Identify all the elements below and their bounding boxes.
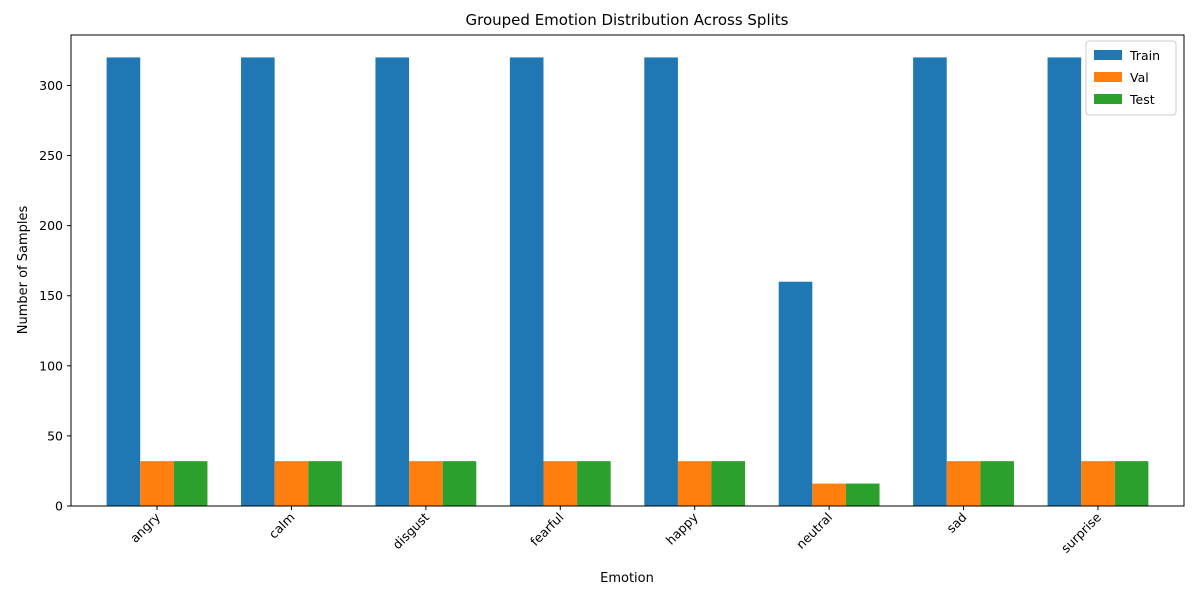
x-tick-label-neutral: neutral bbox=[793, 510, 835, 552]
legend-swatch-val bbox=[1094, 72, 1122, 82]
bar-train-calm bbox=[241, 57, 275, 507]
bar-test-fearful bbox=[577, 461, 611, 506]
bar-test-happy bbox=[711, 461, 746, 506]
chart-title: Grouped Emotion Distribution Across Spli… bbox=[466, 11, 789, 29]
legend-swatch-train bbox=[1094, 50, 1122, 60]
plot-frame bbox=[70, 34, 1185, 507]
x-tick-label-calm: calm bbox=[266, 510, 298, 542]
legend: Train Val Test bbox=[1085, 40, 1177, 116]
bar-test-calm bbox=[308, 461, 342, 506]
bar-train-angry bbox=[106, 57, 141, 507]
legend-swatch-test bbox=[1094, 94, 1122, 104]
bar-val-fearful bbox=[543, 461, 578, 506]
bar-train-disgust bbox=[375, 57, 410, 507]
bar-test-disgust bbox=[442, 461, 477, 506]
x-tick-label-sad: sad bbox=[943, 510, 969, 536]
bar-val-disgust bbox=[409, 461, 443, 506]
legend-label-train: Train bbox=[1129, 48, 1160, 63]
bars-layer bbox=[106, 57, 1149, 507]
y-tick-label: 250 bbox=[39, 148, 63, 163]
y-axis-label: Number of Samples bbox=[16, 206, 31, 335]
bar-train-happy bbox=[644, 57, 678, 507]
x-tick-label-disgust: disgust bbox=[389, 509, 432, 552]
x-axis-label: Emotion bbox=[600, 571, 654, 586]
legend-label-val: Val bbox=[1130, 70, 1149, 85]
y-tick-label: 150 bbox=[39, 288, 63, 303]
bar-val-calm bbox=[274, 461, 309, 506]
bar-test-surprise bbox=[1114, 461, 1149, 506]
bar-train-fearful bbox=[509, 57, 544, 507]
bar-val-surprise bbox=[1081, 461, 1115, 506]
bar-val-angry bbox=[140, 461, 174, 506]
bar-test-neutral bbox=[845, 483, 880, 506]
bar-train-neutral bbox=[778, 281, 813, 506]
x-tick-label-fearful: fearful bbox=[527, 510, 566, 549]
legend-label-test: Test bbox=[1129, 92, 1155, 107]
y-tick-label: 300 bbox=[39, 78, 63, 93]
bar-test-sad bbox=[980, 461, 1014, 506]
x-tick-label-happy: happy bbox=[663, 509, 702, 548]
bar-val-neutral bbox=[812, 483, 846, 506]
bar-train-sad bbox=[913, 57, 947, 507]
x-tick-label-angry: angry bbox=[127, 509, 164, 546]
bar-val-happy bbox=[677, 461, 712, 506]
bar-train-surprise bbox=[1047, 57, 1082, 507]
y-tick-label: 0 bbox=[55, 499, 63, 514]
x-tick-label-surprise: surprise bbox=[1058, 509, 1104, 555]
y-tick-label: 200 bbox=[39, 218, 63, 233]
y-tick-label: 50 bbox=[47, 428, 63, 443]
y-tick-label: 100 bbox=[39, 358, 63, 373]
axes-layer bbox=[70, 34, 1185, 507]
bar-val-sad bbox=[946, 461, 981, 506]
bar-test-angry bbox=[173, 461, 208, 506]
